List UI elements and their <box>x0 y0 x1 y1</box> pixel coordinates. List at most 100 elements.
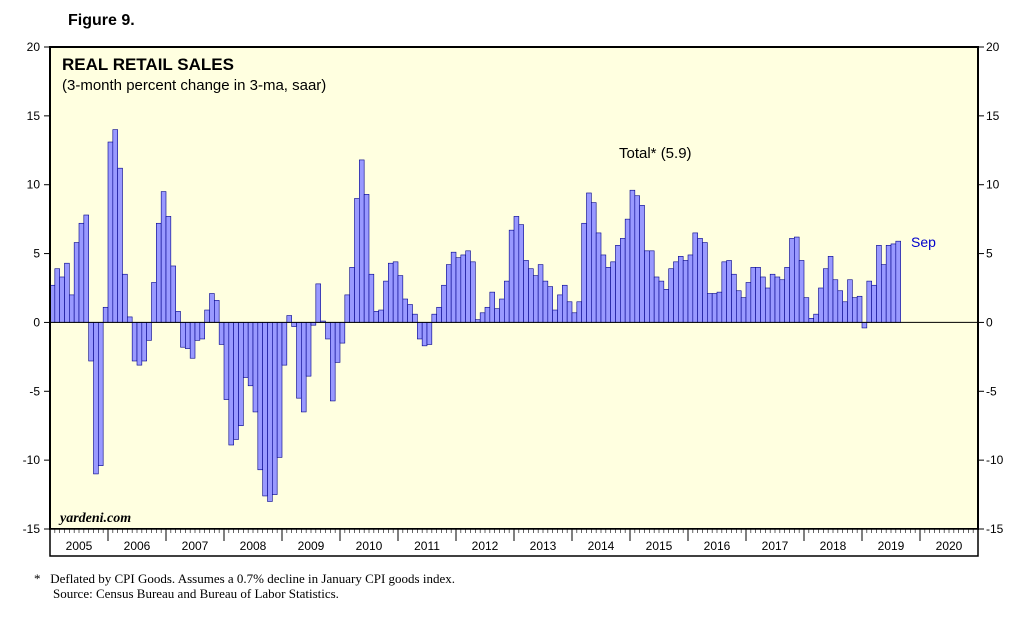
bar <box>359 159 365 323</box>
bar <box>397 275 404 323</box>
y-tick-label: -15 <box>23 522 41 536</box>
bar <box>837 290 843 323</box>
bar <box>127 316 133 323</box>
y-tick-label: 15 <box>27 109 41 123</box>
bar <box>465 250 471 323</box>
bar <box>436 306 442 323</box>
bar <box>136 322 143 366</box>
bar <box>866 280 872 323</box>
bar <box>566 301 573 323</box>
bar <box>489 291 495 323</box>
bar <box>895 240 901 323</box>
bar <box>528 268 534 323</box>
bar <box>189 322 196 359</box>
x-tick-label: 2017 <box>762 539 789 553</box>
bar <box>871 284 877 323</box>
bar <box>484 306 491 323</box>
y-tick-label: 0 <box>33 315 40 329</box>
bar <box>233 322 239 440</box>
bar <box>682 260 689 323</box>
bar <box>73 242 80 323</box>
y-tick-label: -5 <box>986 384 997 398</box>
bar <box>252 322 259 413</box>
bar <box>421 322 428 347</box>
x-tick-label: 2011 <box>414 539 440 553</box>
bar <box>122 273 128 323</box>
bar <box>267 322 273 502</box>
bar <box>180 322 186 348</box>
bar <box>83 214 89 323</box>
bar <box>281 322 288 366</box>
bar <box>518 224 524 323</box>
bar <box>552 309 558 323</box>
bar <box>673 261 679 323</box>
series-annotation: Total* (5.9) <box>619 145 692 162</box>
bar <box>818 287 824 323</box>
bar <box>707 293 713 323</box>
x-tick-label: 2013 <box>530 539 557 553</box>
bar <box>117 167 123 323</box>
x-tick-label: 2009 <box>298 539 325 553</box>
y-tick-label: 20 <box>27 40 41 54</box>
bar <box>890 243 897 323</box>
y-tick-label: 0 <box>986 315 993 329</box>
bar <box>257 322 263 471</box>
x-tick-label: 2020 <box>936 539 963 553</box>
bar <box>383 280 389 323</box>
bar <box>185 322 191 349</box>
bar <box>736 290 742 323</box>
bar <box>687 254 694 323</box>
figure-label: Figure 9. <box>68 12 135 29</box>
bar <box>581 222 587 323</box>
bar <box>214 300 220 323</box>
bar <box>378 309 384 323</box>
bar <box>726 260 732 323</box>
bar <box>291 322 297 327</box>
bar <box>663 289 669 323</box>
y-tick-label: 10 <box>986 178 1000 192</box>
bar <box>426 322 433 345</box>
bar <box>769 273 776 323</box>
y-tick-label: -10 <box>986 453 1004 467</box>
bar <box>852 297 858 323</box>
bar <box>479 312 486 323</box>
bar <box>649 250 655 323</box>
bar <box>827 256 834 323</box>
bar <box>151 282 157 323</box>
bar <box>784 267 790 323</box>
bar <box>624 218 631 323</box>
bar <box>165 216 172 323</box>
bar <box>276 322 283 458</box>
y-tick-label: -5 <box>29 384 40 398</box>
bar <box>610 261 616 323</box>
watermark: yardeni.com <box>58 511 131 526</box>
bar <box>745 282 752 323</box>
bar <box>774 276 781 323</box>
bar <box>131 322 138 362</box>
y-tick-label: 5 <box>33 247 40 261</box>
bar <box>349 267 355 323</box>
bar <box>228 322 234 446</box>
bar <box>789 238 795 323</box>
x-tick-label: 2007 <box>182 539 209 553</box>
bar <box>330 322 336 402</box>
bar <box>504 280 510 323</box>
bar <box>571 312 578 323</box>
bar <box>591 202 597 323</box>
x-tick-label: 2012 <box>472 539 499 553</box>
bar <box>175 311 181 323</box>
bar <box>755 267 761 323</box>
bar <box>499 298 505 323</box>
bar <box>620 238 626 323</box>
footnote-deflation: * Deflated by CPI Goods. Assumes a 0.7% … <box>34 571 456 586</box>
bar <box>286 315 292 323</box>
bar <box>247 322 254 387</box>
bar <box>344 294 350 323</box>
bar <box>605 267 611 323</box>
bar <box>731 273 737 323</box>
bar <box>750 267 756 323</box>
bar <box>272 322 278 495</box>
bar <box>204 309 210 323</box>
bar <box>794 236 800 323</box>
